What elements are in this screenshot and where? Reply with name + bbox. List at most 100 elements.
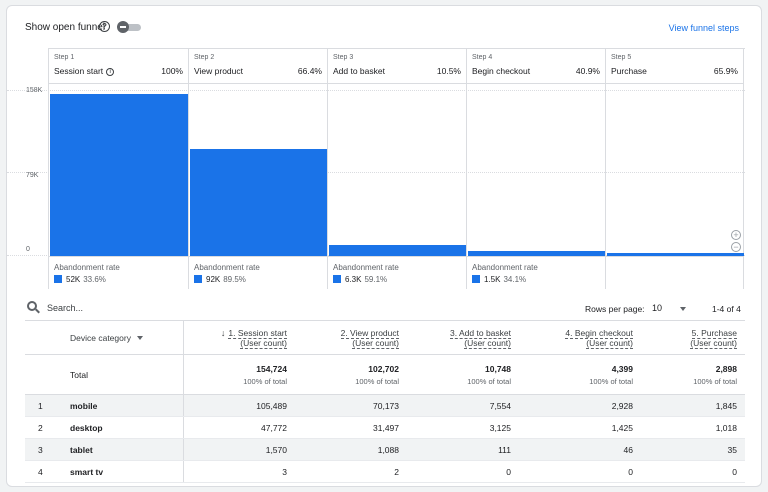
- gridline-top: [7, 90, 745, 91]
- toggle-thumb: [117, 21, 129, 33]
- abandonment-label: Abandonment rate: [472, 263, 538, 272]
- table-cell: 1,570: [182, 438, 295, 461]
- row-dimension: smart tv: [55, 460, 183, 483]
- row-dimension: desktop: [55, 416, 183, 439]
- row-dimension: tablet: [55, 438, 183, 461]
- table-cell: 35: [641, 438, 745, 461]
- table-header-row: Device category ↓ 1. Session start (User c…: [25, 320, 745, 355]
- table-cell: 1,088: [295, 438, 407, 461]
- abandonment-panel: Abandonment rate 6.3K 59.1%: [328, 256, 466, 289]
- index-header: [25, 320, 55, 355]
- y-tick-label: 158K: [26, 87, 43, 94]
- step-number: Step 2: [194, 54, 215, 61]
- step-percent: 40.9%: [575, 66, 600, 76]
- funnel-step-2[interactable]: Step 2 View product 66.4% Abandonment ra…: [188, 49, 327, 289]
- step-percent: 100%: [161, 66, 183, 76]
- total-label: Total: [55, 354, 183, 395]
- total-cell: 2,898 100% of total: [641, 354, 745, 395]
- header-divider: [467, 83, 605, 84]
- funnel-card: Show open funnel ? View funnel steps 158…: [6, 5, 762, 487]
- row-index: 1: [25, 394, 55, 417]
- table-row[interactable]: 2 desktop 47,772 31,497 3,125 1,425 1,01…: [25, 416, 745, 439]
- y-tick-label: 79K: [26, 172, 39, 179]
- header-divider: [328, 83, 466, 84]
- total-cell: 4,399 100% of total: [519, 354, 641, 395]
- zoom-in-icon[interactable]: +: [731, 230, 741, 240]
- funnel-step-3[interactable]: Step 3 Add to basket 10.5% Abandonment r…: [327, 49, 466, 289]
- table-cell: 46: [519, 438, 641, 461]
- legend-swatch: [54, 275, 62, 283]
- table-cell: 0: [519, 460, 641, 483]
- funnel-bar[interactable]: [607, 253, 744, 256]
- rows-per-page-select[interactable]: 10: [652, 303, 663, 313]
- column-header[interactable]: 2. View product (User count): [295, 320, 407, 355]
- funnel-chart: Step 1 Session start i 100% Abandonment r…: [48, 48, 745, 289]
- abandonment-label: Abandonment rate: [194, 263, 260, 272]
- abandonment-panel: [606, 256, 743, 289]
- y-tick-label: 0: [26, 246, 30, 253]
- funnel-step-1[interactable]: Step 1 Session start i 100% Abandonment r…: [48, 49, 188, 289]
- dimension-header[interactable]: Device category: [55, 320, 183, 355]
- step-number: Step 5: [611, 54, 632, 61]
- table-cell: 3,125: [407, 416, 519, 439]
- step-number: Step 4: [472, 54, 493, 61]
- step-percent: 10.5%: [436, 66, 461, 76]
- table-cell: 1,018: [641, 416, 745, 439]
- table-cell: 1,425: [519, 416, 641, 439]
- chevron-down-icon[interactable]: [680, 307, 686, 311]
- table-cell: 1,845: [641, 394, 745, 417]
- column-header[interactable]: 5. Purchase (User count): [641, 320, 745, 355]
- abandonment-values: 6.3K 59.1%: [333, 275, 387, 284]
- view-funnel-steps-link[interactable]: View funnel steps: [668, 23, 739, 33]
- column-header[interactable]: 3. Add to basket (User count): [407, 320, 519, 355]
- open-funnel-label: Show open funnel: [25, 22, 106, 33]
- info-icon[interactable]: i: [106, 67, 115, 76]
- table-cell: 31,497: [295, 416, 407, 439]
- table-row[interactable]: 1 mobile 105,489 70,173 7,554 2,928 1,84…: [25, 394, 745, 417]
- funnel-step-4[interactable]: Step 4 Begin checkout 40.9% Abandonment …: [466, 49, 605, 289]
- row-dimension: mobile: [55, 394, 183, 417]
- chevron-down-icon[interactable]: [136, 335, 143, 340]
- funnel-bar[interactable]: [50, 94, 188, 256]
- sort-arrow-icon: ↓: [220, 327, 226, 338]
- column-header[interactable]: ↓ 1. Session start (User count): [182, 320, 295, 355]
- rows-per-page-label: Rows per page:: [585, 304, 645, 314]
- abandonment-panel: Abandonment rate 1.5K 34.1%: [467, 256, 605, 289]
- table-cell: 2: [295, 460, 407, 483]
- total-cell: 10,748 100% of total: [407, 354, 519, 395]
- funnel-bar[interactable]: [468, 251, 605, 256]
- open-funnel-toggle[interactable]: [117, 21, 141, 33]
- search-input[interactable]: [47, 300, 247, 316]
- table-cell: 0: [407, 460, 519, 483]
- header-divider: [189, 83, 327, 84]
- step-name: View product: [194, 66, 243, 76]
- step-percent: 65.9%: [713, 66, 738, 76]
- total-row: Total 154,724 100% of total 102,702 100% o…: [25, 354, 745, 395]
- funnel-step-5[interactable]: Step 5 Purchase 65.9%: [605, 49, 744, 289]
- header-divider: [606, 83, 743, 84]
- funnel-bar[interactable]: [329, 245, 466, 256]
- step-name: Begin checkout: [472, 66, 531, 76]
- funnel-bar[interactable]: [190, 149, 327, 256]
- table-cell: 7,554: [407, 394, 519, 417]
- table-row[interactable]: 3 tablet 1,570 1,088 111 46 35: [25, 438, 745, 461]
- abandonment-panel: Abandonment rate 92K 89.5%: [189, 256, 327, 289]
- row-index: 2: [25, 416, 55, 439]
- step-number: Step 3: [333, 54, 354, 61]
- legend-swatch: [333, 275, 341, 283]
- table-toolbar: Rows per page: 10 1-4 of 4: [7, 296, 761, 320]
- step-percent: 66.4%: [297, 66, 322, 76]
- toggle-track: [121, 24, 141, 31]
- table-cell: 47,772: [182, 416, 295, 439]
- table-cell: 111: [407, 438, 519, 461]
- help-icon[interactable]: ?: [99, 21, 110, 32]
- search-icon: [27, 301, 41, 315]
- gridline-mid: [7, 172, 745, 173]
- zoom-out-icon[interactable]: −: [731, 242, 741, 252]
- column-header[interactable]: 4. Begin checkout (User count): [519, 320, 641, 355]
- abandonment-values: 1.5K 34.1%: [472, 275, 526, 284]
- table-row[interactable]: 4 smart tv 3 2 0 0 0: [25, 460, 745, 483]
- top-bar: Show open funnel ? View funnel steps: [7, 6, 761, 46]
- total-cell: 102,702 100% of total: [295, 354, 407, 395]
- table-cell: 3: [182, 460, 295, 483]
